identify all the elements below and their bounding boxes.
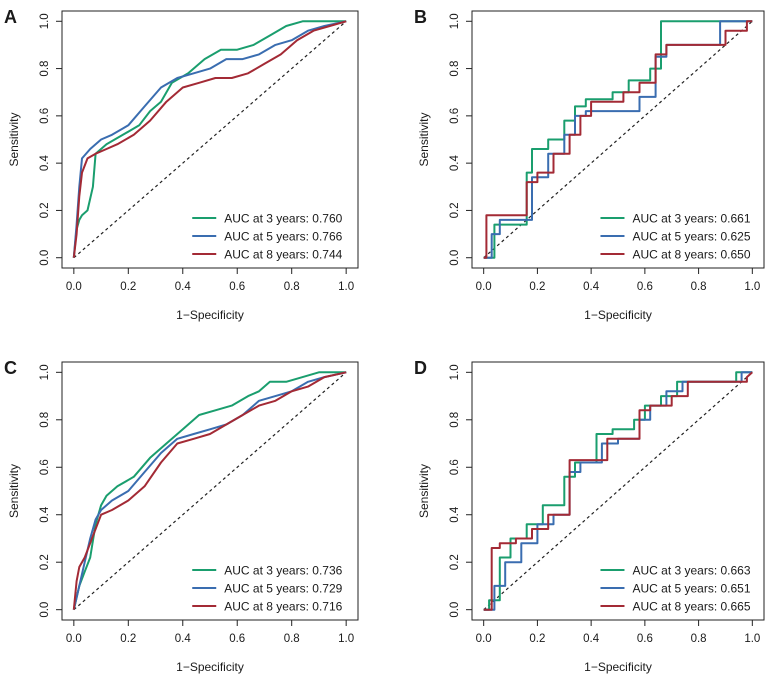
y-axis-title: Sensitivity [417, 464, 431, 518]
panel-d: D 0.0 0.2 0.4 0.6 0.8 1.0 0.0 0.2 0.4 0.6 0.8 1.0 1−S… [414, 358, 765, 674]
plot-frame [471, 10, 765, 269]
y-tick-label: 0.0 [39, 250, 51, 266]
x-axis-title: 1−Specificity [584, 660, 652, 674]
x-tick-label: 0.4 [583, 633, 600, 645]
y-tick-label: 0.2 [449, 554, 461, 570]
roc-curve-5y [72, 371, 347, 610]
x-tick-label: 0.4 [175, 281, 192, 293]
panel-label: B [414, 7, 427, 27]
roc-curve-5y [72, 20, 347, 258]
x-tick-label: 0.8 [284, 633, 300, 645]
reference-diagonal [73, 20, 347, 259]
x-tick-label: 0.2 [120, 281, 136, 293]
legend-entry: AUC at 5 years: 0.625 [632, 230, 750, 244]
plot-frame [61, 10, 359, 269]
x-tick-label: 0.2 [529, 633, 545, 645]
x-tick-label: 0.6 [229, 281, 245, 293]
y-tick-label: 0.8 [39, 61, 51, 77]
y-tick-label: 0.2 [449, 202, 461, 218]
x-tick-label: 1.0 [744, 281, 760, 293]
panel-label: C [4, 358, 17, 378]
roc-curve-8y [72, 371, 347, 610]
legend-entry: AUC at 8 years: 0.650 [632, 248, 750, 262]
y-tick-label: 1.0 [39, 13, 51, 29]
y-tick-label: 0.4 [39, 506, 51, 523]
y-tick-label: 0.6 [39, 108, 51, 124]
x-tick-label: 0.8 [691, 281, 707, 293]
legend-entry: AUC at 3 years: 0.661 [632, 212, 750, 226]
x-tick-label: 0.2 [120, 633, 136, 645]
x-axis-title: 1−Specificity [176, 660, 244, 674]
y-tick-label: 0.4 [449, 506, 461, 523]
roc-curve-8y [72, 20, 347, 258]
x-tick-label: 1.0 [338, 281, 354, 293]
panel-label: A [4, 7, 17, 27]
y-tick-label: 0.4 [39, 155, 51, 172]
legend-entry: AUC at 3 years: 0.760 [224, 212, 342, 226]
x-tick-label: 0.6 [637, 633, 653, 645]
x-tick-label: 0.0 [476, 633, 492, 645]
legend-entry: AUC at 8 years: 0.744 [224, 248, 342, 262]
y-tick-label: 0.8 [39, 412, 51, 428]
legend-entry: AUC at 3 years: 0.663 [632, 564, 750, 578]
x-tick-label: 0.6 [637, 281, 653, 293]
roc-curve-3y [483, 20, 753, 259]
plot-frame [471, 361, 765, 621]
x-tick-label: 1.0 [744, 633, 760, 645]
y-tick-label: 0.0 [449, 602, 461, 618]
y-axis-title: Sensitivity [7, 112, 21, 166]
roc-curve-3y [72, 20, 347, 258]
y-tick-label: 1.0 [449, 13, 461, 29]
roc-curve-8y [483, 371, 753, 611]
legend-entry: AUC at 5 years: 0.766 [224, 230, 342, 244]
y-tick-label: 0.8 [449, 412, 461, 428]
legend-entry: AUC at 3 years: 0.736 [224, 564, 342, 578]
panel-a: A 0.0 0.2 0.4 0.6 0.8 1.0 0.0 0.2 0.4 0.6 0.8 1.0 1−S… [4, 7, 359, 322]
legend-entry: AUC at 8 years: 0.665 [632, 600, 750, 614]
x-tick-label: 0.4 [175, 633, 192, 645]
y-tick-label: 0.2 [39, 554, 51, 570]
legend-entry: AUC at 5 years: 0.651 [632, 582, 750, 596]
x-tick-label: 0.4 [583, 281, 600, 293]
y-tick-label: 1.0 [39, 364, 51, 380]
y-tick-label: 0.6 [39, 459, 51, 475]
x-tick-label: 1.0 [338, 633, 354, 645]
roc-curve-8y [483, 20, 753, 259]
plot-frame [61, 361, 359, 621]
panel-b: B 0.0 0.2 0.4 0.6 0.8 1.0 0.0 0.2 0.4 0.6 0.8 1.0 1−S… [414, 7, 765, 322]
x-tick-label: 0.6 [229, 633, 245, 645]
x-tick-label: 0.2 [529, 281, 545, 293]
y-tick-label: 0.8 [449, 61, 461, 77]
y-tick-label: 0.0 [39, 602, 51, 618]
y-tick-label: 0.0 [449, 250, 461, 266]
y-tick-label: 0.6 [449, 108, 461, 124]
x-tick-label: 0.8 [691, 633, 707, 645]
x-tick-label: 0.0 [66, 633, 82, 645]
x-tick-label: 0.0 [476, 281, 492, 293]
y-tick-label: 1.0 [449, 364, 461, 380]
x-tick-label: 0.0 [66, 281, 82, 293]
roc-curve-5y [483, 371, 753, 611]
x-axis-title: 1−Specificity [176, 308, 244, 322]
roc-curve-3y [72, 371, 347, 610]
y-tick-label: 0.4 [449, 155, 461, 172]
y-axis-title: Sensitivity [417, 112, 431, 166]
legend-entry: AUC at 5 years: 0.729 [224, 582, 342, 596]
panel-c: C 0.0 0.2 0.4 0.6 0.8 1.0 0.0 0.2 0.4 0.6 0.8 1.0 1−S… [4, 358, 359, 674]
reference-diagonal [73, 371, 347, 611]
x-axis-title: 1−Specificity [584, 308, 652, 322]
x-tick-label: 0.8 [284, 281, 300, 293]
y-axis-title: Sensitivity [7, 464, 21, 518]
y-tick-label: 0.6 [449, 459, 461, 475]
y-tick-label: 0.2 [39, 202, 51, 218]
roc-curve-5y [483, 20, 753, 259]
panel-label: D [414, 358, 427, 378]
legend-entry: AUC at 8 years: 0.716 [224, 600, 342, 614]
